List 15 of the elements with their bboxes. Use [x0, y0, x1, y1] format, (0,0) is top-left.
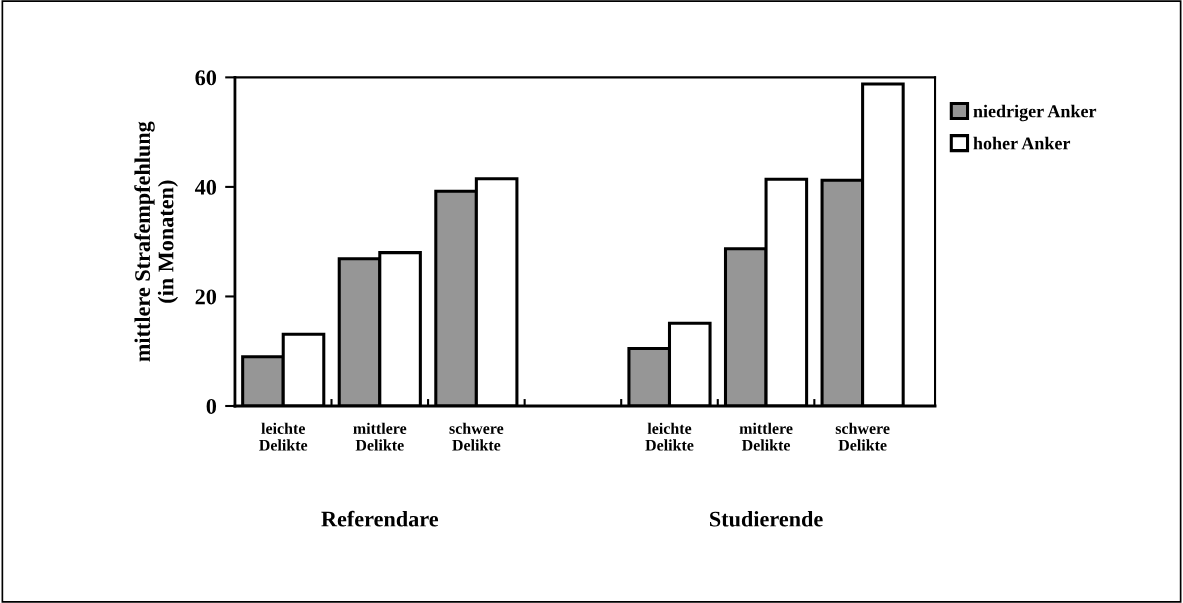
x-tick-label: mittlere Delikte — [353, 422, 407, 451]
x-tick-label: schwere Delikte — [449, 422, 504, 451]
y-tick-label: 60 — [195, 70, 217, 86]
y-tick-label: 20 — [195, 289, 217, 305]
legend-label: hoher Anker — [973, 136, 1071, 150]
y-tick-label: 0 — [206, 398, 217, 414]
text: Referendare — [321, 510, 439, 527]
legend-label: niedriger Anker — [973, 104, 1097, 122]
x-tick-label: leichte Delikte — [645, 422, 694, 451]
text: Studierende — [710, 510, 823, 527]
y-tick-label: 40 — [194, 179, 217, 195]
x-tick-label: schwere Delikte — [835, 422, 890, 451]
x-tick-label: leichte Delikte — [259, 422, 308, 451]
y-axis-title: mittlere Strafempfehlung (in Monaten) — [134, 121, 178, 362]
x-tick-label: mittlere Delikte — [739, 422, 793, 451]
